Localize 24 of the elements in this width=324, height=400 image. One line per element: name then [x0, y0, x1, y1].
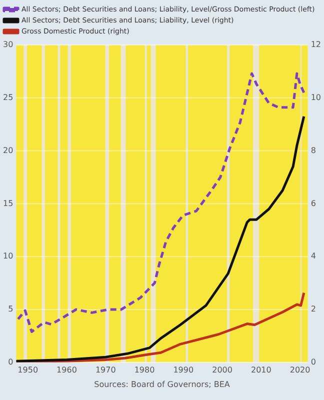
y2-tick-label: 6 — [310, 198, 316, 208]
y-tick-label: 30 — [2, 40, 14, 50]
y-tick-label: 25 — [2, 92, 14, 102]
x-tick-label: 1980 — [134, 365, 155, 374]
x-tick-label: 1970 — [95, 365, 116, 374]
y-tick-label: 15 — [2, 198, 14, 208]
line-series — [16, 72, 306, 333]
x-tick-label: 2020 — [290, 365, 310, 374]
y2-tick-label: 2 — [310, 304, 316, 314]
y2-tick-label: 10 — [310, 92, 322, 102]
x-tick-label: 2000 — [212, 365, 232, 374]
y-tick-label: 0 — [8, 357, 14, 366]
x-tick-label: 1990 — [173, 365, 194, 374]
y-tick-label: 10 — [2, 252, 14, 261]
x-tick-label: 1950 — [18, 365, 38, 374]
y2-tick-label: 4 — [310, 252, 316, 261]
y-tick-label: 20 — [2, 146, 14, 155]
x-tick-label: 1960 — [56, 365, 77, 374]
y-tick-label: 5 — [8, 304, 14, 314]
source-note: Sources: Board of Governors; BEA — [93, 380, 231, 389]
y2-tick-label: 12 — [310, 40, 322, 50]
y2-tick-label: 8 — [310, 146, 316, 155]
y2-tick-label: 0 — [310, 357, 316, 366]
x-tick-label: 2010 — [250, 365, 272, 374]
